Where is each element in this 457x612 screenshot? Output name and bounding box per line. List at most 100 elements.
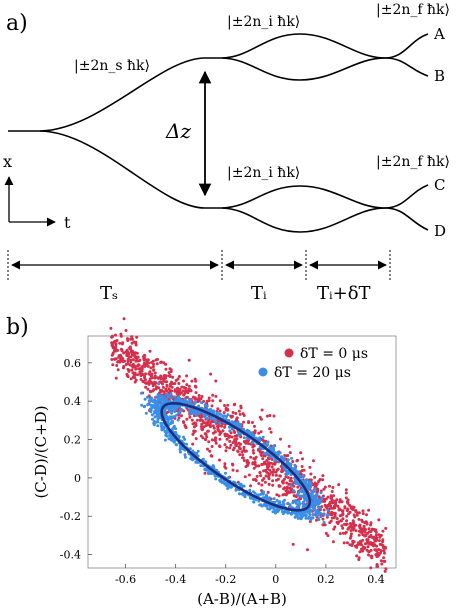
blue-data-point: [196, 449, 200, 453]
red-data-point: [239, 404, 243, 408]
red-data-point: [272, 468, 276, 472]
red-data-point: [299, 451, 303, 455]
red-data-point: [340, 500, 344, 504]
blue-data-point: [215, 411, 219, 415]
red-data-point: [231, 414, 234, 418]
red-data-point: [382, 556, 386, 560]
port-b-label: B: [434, 67, 445, 85]
blue-data-point: [159, 398, 163, 402]
blue-data-point: [169, 422, 173, 425]
x-ticks: -0.6 -0.4 -0.2 0 0.2 0.4: [115, 564, 385, 586]
red-data-point: [170, 380, 173, 384]
blue-data-point: [295, 506, 299, 510]
red-data-point: [267, 461, 271, 465]
red-data-point: [240, 450, 244, 454]
y-tick-label: -0.2: [60, 510, 81, 523]
red-data-point: [363, 546, 367, 550]
red-data-point: [133, 376, 137, 380]
blue-data-point: [279, 455, 283, 459]
red-data-point: [344, 491, 348, 495]
blue-data-point: [140, 403, 144, 407]
red-data-point: [247, 473, 251, 477]
blue-data-point: [316, 505, 320, 509]
blue-data-point: [251, 497, 255, 501]
red-data-point: [253, 457, 257, 461]
blue-data-point: [263, 496, 267, 499]
red-data-point: [115, 364, 119, 367]
blue-data-point: [319, 515, 323, 519]
red-data-point: [373, 538, 377, 542]
red-data-point: [124, 363, 128, 367]
red-data-point: [258, 471, 262, 475]
blue-data-point: [166, 395, 170, 399]
red-data-point: [116, 359, 120, 363]
blue-data-point: [250, 441, 254, 445]
blue-data-point: [305, 483, 309, 487]
blue-data-point: [312, 513, 315, 517]
blue-data-point: [149, 398, 153, 402]
blue-data-point: [293, 463, 297, 467]
red-data-point: [335, 498, 339, 502]
blue-data-point: [170, 410, 173, 414]
blue-data-point: [168, 415, 172, 419]
blue-data-point: [266, 440, 270, 444]
red-data-point: [350, 544, 354, 547]
state-i-top-label: |±2n_i ħk⟩: [227, 14, 300, 30]
red-data-point: [332, 494, 335, 498]
red-data-point: [382, 549, 386, 553]
blue-data-point: [214, 420, 217, 424]
scatter-plot: -0.6 -0.4 -0.2 0 0.2 0.4 -0.4 -0.2 0 0.2 0.4 0.6 δ…: [60, 317, 397, 586]
blue-data-point: [286, 472, 290, 476]
red-data-point: [384, 526, 388, 530]
red-data-point: [210, 438, 214, 442]
blue-data-point: [165, 398, 169, 402]
red-data-point: [329, 504, 333, 508]
red-data-point: [220, 424, 224, 428]
red-data-point: [366, 531, 370, 535]
red-data-point: [185, 374, 189, 378]
red-data-point: [268, 472, 272, 476]
blue-data-point: [163, 438, 167, 442]
red-data-point: [216, 407, 220, 411]
blue-data-point: [190, 403, 194, 406]
blue-data-point: [322, 512, 325, 516]
red-data-point: [344, 522, 348, 526]
red-data-point: [151, 365, 155, 369]
red-data-point: [251, 445, 255, 449]
red-data-point: [361, 512, 365, 516]
red-data-point: [369, 523, 373, 527]
red-data-point: [122, 317, 126, 321]
red-data-point: [146, 387, 150, 391]
red-data-point: [205, 435, 209, 439]
ti-label: Tᵢ: [251, 283, 267, 304]
red-data-point: [355, 513, 359, 517]
red-data-point: [249, 484, 252, 488]
red-data-point: [288, 486, 292, 490]
red-data-point: [204, 432, 208, 436]
blue-data-point: [276, 508, 280, 512]
red-data-point: [306, 548, 309, 552]
blue-data-point: [176, 418, 180, 422]
red-data-point: [261, 478, 264, 482]
blue-data-point: [273, 459, 277, 463]
red-data-point: [300, 469, 304, 473]
red-data-point: [278, 474, 282, 478]
red-data-point: [182, 379, 185, 383]
red-data-point: [257, 431, 261, 435]
red-data-point: [162, 377, 166, 380]
red-data-point: [348, 503, 352, 507]
red-data-point: [156, 357, 159, 361]
blue-data-point: [165, 406, 169, 410]
blue-data-point: [188, 447, 192, 451]
red-data-point: [359, 539, 362, 543]
red-data-point: [126, 375, 130, 379]
red-data-point: [228, 439, 232, 443]
red-data-point: [238, 412, 242, 416]
red-data-point: [328, 521, 332, 525]
red-data-point: [144, 385, 148, 389]
red-data-point: [278, 484, 282, 488]
blue-data-point: [302, 496, 306, 500]
red-data-point: [194, 437, 198, 441]
blue-data-point: [278, 501, 281, 505]
red-data-point: [211, 424, 215, 428]
